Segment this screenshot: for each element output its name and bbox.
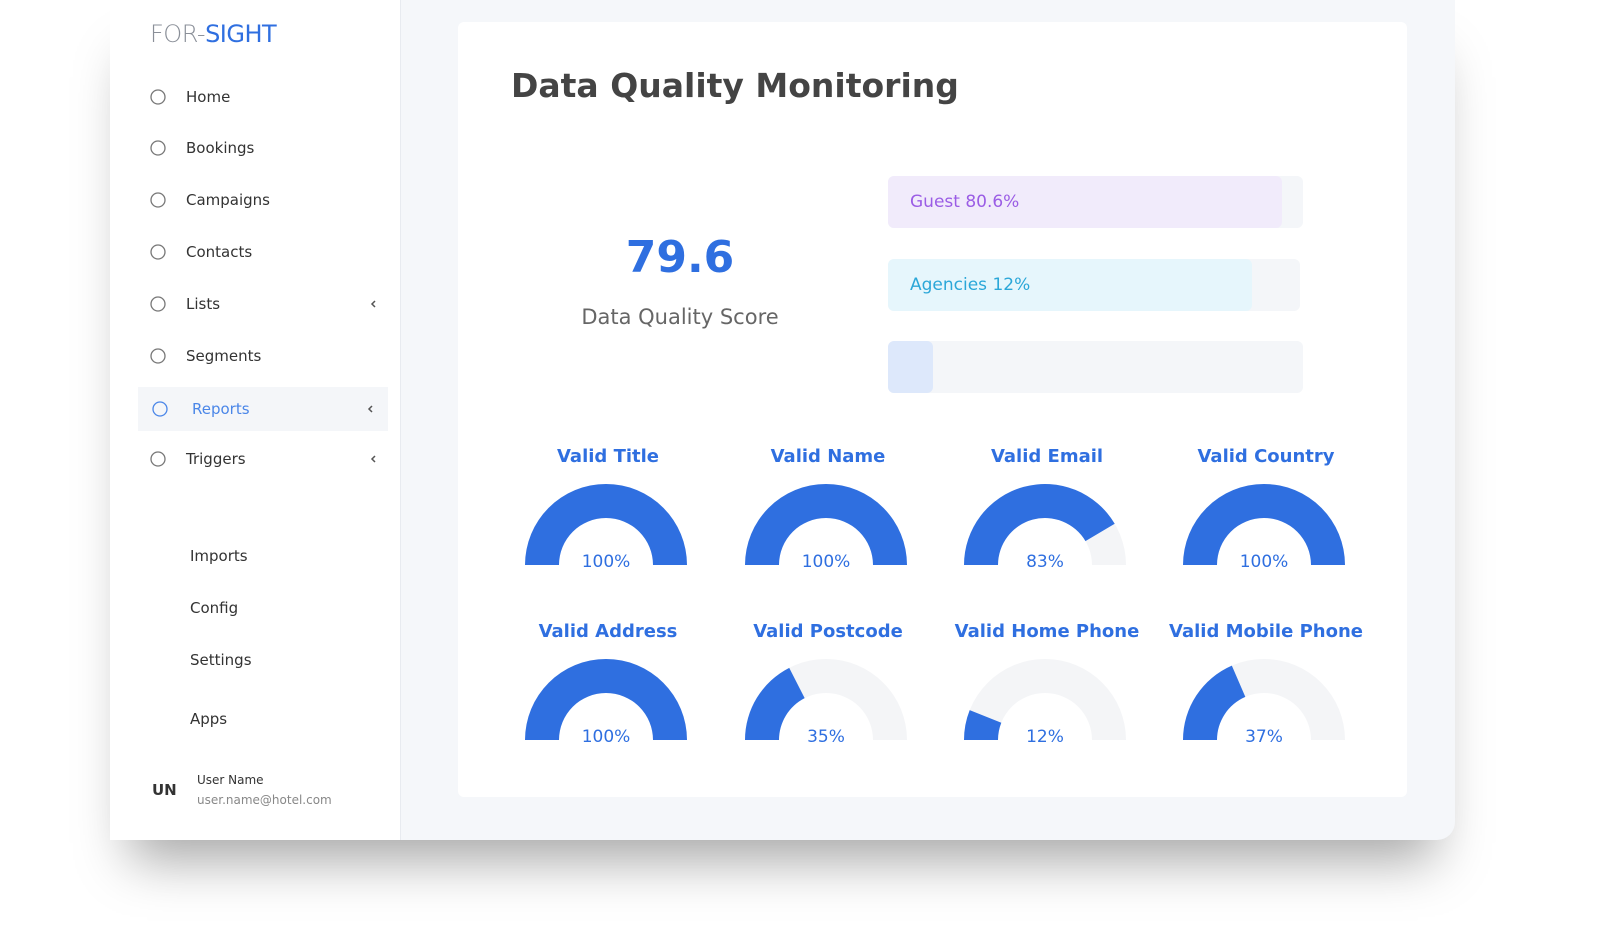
gauge-value — [1183, 665, 1246, 740]
chevron — [370, 300, 376, 308]
nav-label: Imports — [190, 547, 248, 565]
icon-shape — [150, 192, 166, 208]
gauge-value — [1183, 484, 1345, 565]
bar-track: Agencies 12% — [888, 259, 1300, 311]
page-title: Data Quality Monitoring — [511, 66, 959, 105]
nav-label: Reports — [192, 400, 250, 418]
icon-shape — [150, 296, 166, 312]
gauge-title: Valid Name — [771, 446, 886, 467]
nav-label: Triggers — [186, 450, 246, 468]
nav-label: Home — [186, 88, 231, 106]
gauge-title: Valid Email — [991, 446, 1103, 467]
nav-icon — [150, 140, 166, 156]
gauge-label: 83% — [1026, 552, 1064, 572]
nav-item[interactable]: Lists — [138, 282, 388, 326]
chevron-shape — [370, 300, 376, 308]
nav-item[interactable]: Apps — [138, 697, 388, 741]
nav-icon — [150, 244, 166, 260]
nav-item[interactable]: Contacts — [138, 230, 388, 274]
icon-shape — [152, 401, 168, 417]
nav-icon — [152, 401, 168, 417]
bar-fill — [888, 341, 933, 393]
icon-shape — [150, 451, 166, 467]
chevron-shape — [367, 405, 373, 413]
gauge-track — [964, 659, 1126, 740]
bar-fill: Guest 80.6% — [888, 176, 1282, 228]
gauge-title: Valid Title — [557, 446, 659, 467]
nav-label: Campaigns — [186, 191, 271, 209]
gauge-label: 37% — [1245, 727, 1283, 747]
nav-icon — [150, 451, 166, 467]
gauge-title: Valid Country — [1197, 446, 1334, 467]
gauge-value — [964, 484, 1115, 565]
nav-icon — [150, 192, 166, 208]
icon-shape — [150, 140, 166, 156]
gauge-title: Valid Home Phone — [955, 621, 1140, 642]
nav-label: Lists — [186, 295, 221, 313]
logo-prefix: FOR- — [150, 20, 206, 48]
icon-shape — [150, 348, 166, 364]
nav-item[interactable]: Campaigns — [138, 178, 388, 222]
nav-label: Contacts — [186, 243, 253, 261]
chevron — [367, 405, 373, 413]
nav-item[interactable]: Triggers — [138, 437, 388, 481]
nav-label: Bookings — [186, 139, 255, 157]
nav-item[interactable]: Bookings — [138, 126, 388, 170]
gauge-title: Valid Postcode — [753, 621, 903, 642]
nav-item[interactable]: Segments — [138, 334, 388, 378]
nav-label: Settings — [190, 651, 252, 669]
icon-shape — [150, 244, 166, 260]
logo[interactable]: FOR-SIGHT — [150, 20, 277, 48]
bar-track: Guest 80.6% — [888, 176, 1303, 228]
nav-item[interactable]: Config — [138, 586, 388, 630]
nav-label: Config — [190, 599, 239, 617]
nav-icon — [150, 296, 166, 312]
gauge-label: 100% — [582, 552, 631, 572]
nav-item[interactable]: Settings — [138, 638, 388, 682]
chevron — [370, 455, 376, 463]
bar-fill: Agencies 12% — [888, 259, 1252, 311]
gauge-label: 12% — [1026, 727, 1064, 747]
nav-icon — [150, 89, 166, 105]
nav-icon — [150, 348, 166, 364]
gauge-value — [964, 710, 1002, 740]
score-value: 79.6 — [625, 232, 735, 283]
gauge-label: 100% — [802, 552, 851, 572]
logo-brand: SIGHT — [205, 20, 277, 48]
gauge-title: Valid Mobile Phone — [1169, 621, 1363, 642]
nav-item[interactable]: Imports — [138, 534, 388, 578]
user-initials: UN — [152, 781, 177, 799]
gauge-title: Valid Address — [539, 621, 678, 642]
gauge-value — [525, 659, 687, 740]
gauge-value — [745, 484, 907, 565]
bar-track — [888, 341, 1303, 393]
gauge-label: 100% — [1240, 552, 1289, 572]
gauge-value — [745, 667, 805, 740]
gauge-value — [525, 484, 687, 565]
nav-item[interactable]: Reports — [138, 387, 388, 431]
gauge-label: 100% — [582, 727, 631, 747]
gauge-label: 35% — [807, 727, 845, 747]
chevron-shape — [370, 455, 376, 463]
nav-item[interactable]: Home — [138, 75, 388, 119]
nav-label: Apps — [190, 710, 228, 728]
nav-label: Segments — [186, 347, 262, 365]
user-name: User Name — [197, 773, 264, 787]
user-email: user.name@hotel.com — [197, 793, 332, 807]
icon-shape — [150, 89, 166, 105]
score-label: Data Quality Score — [581, 305, 779, 329]
